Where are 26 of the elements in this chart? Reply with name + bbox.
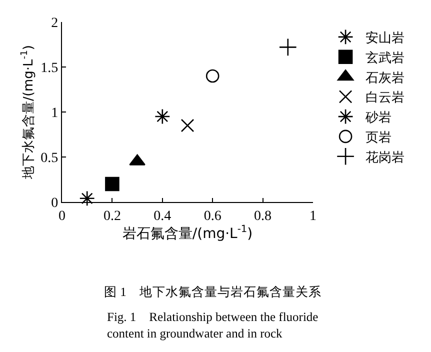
x-tick-label: 0.2	[103, 208, 121, 224]
y-tick-label: 0.5	[40, 150, 58, 166]
x-tick-label: 1	[310, 208, 316, 224]
y-tick-label: 1.5	[40, 60, 58, 76]
legend-label: 石灰岩	[366, 70, 405, 86]
legend-label: 白云岩	[366, 90, 405, 106]
legend-label: 砂岩	[364, 110, 392, 126]
legend-label: 安山岩	[366, 30, 405, 46]
legend-label: 玄武岩	[366, 50, 405, 66]
x-tick-label: 0.4	[154, 208, 172, 224]
x-axis-title: 岩石氟含量/(mg·L$^{-1}$)	[122, 224, 253, 242]
legend-label: 花岗岩	[366, 150, 405, 166]
point	[278, 38, 297, 56]
legend-label: 页岩	[366, 130, 392, 146]
caption: Fig. 1 Relationship between the fluoride content in groundwater and in rock	[107, 310, 319, 340]
x-tick-label: 0.8	[254, 208, 272, 224]
point	[154, 108, 170, 124]
x-tick-label: 0.6	[204, 208, 222, 224]
point	[206, 69, 220, 83]
caption: 图 1 地下水氟含量与岩石氟含量关系	[104, 285, 322, 299]
point	[180, 118, 194, 132]
y-tick-label: 0	[51, 196, 58, 211]
y-tick-label: 1	[51, 106, 58, 121]
point	[105, 176, 120, 192]
y-tick-label: 2	[51, 16, 58, 31]
point	[79, 190, 95, 206]
